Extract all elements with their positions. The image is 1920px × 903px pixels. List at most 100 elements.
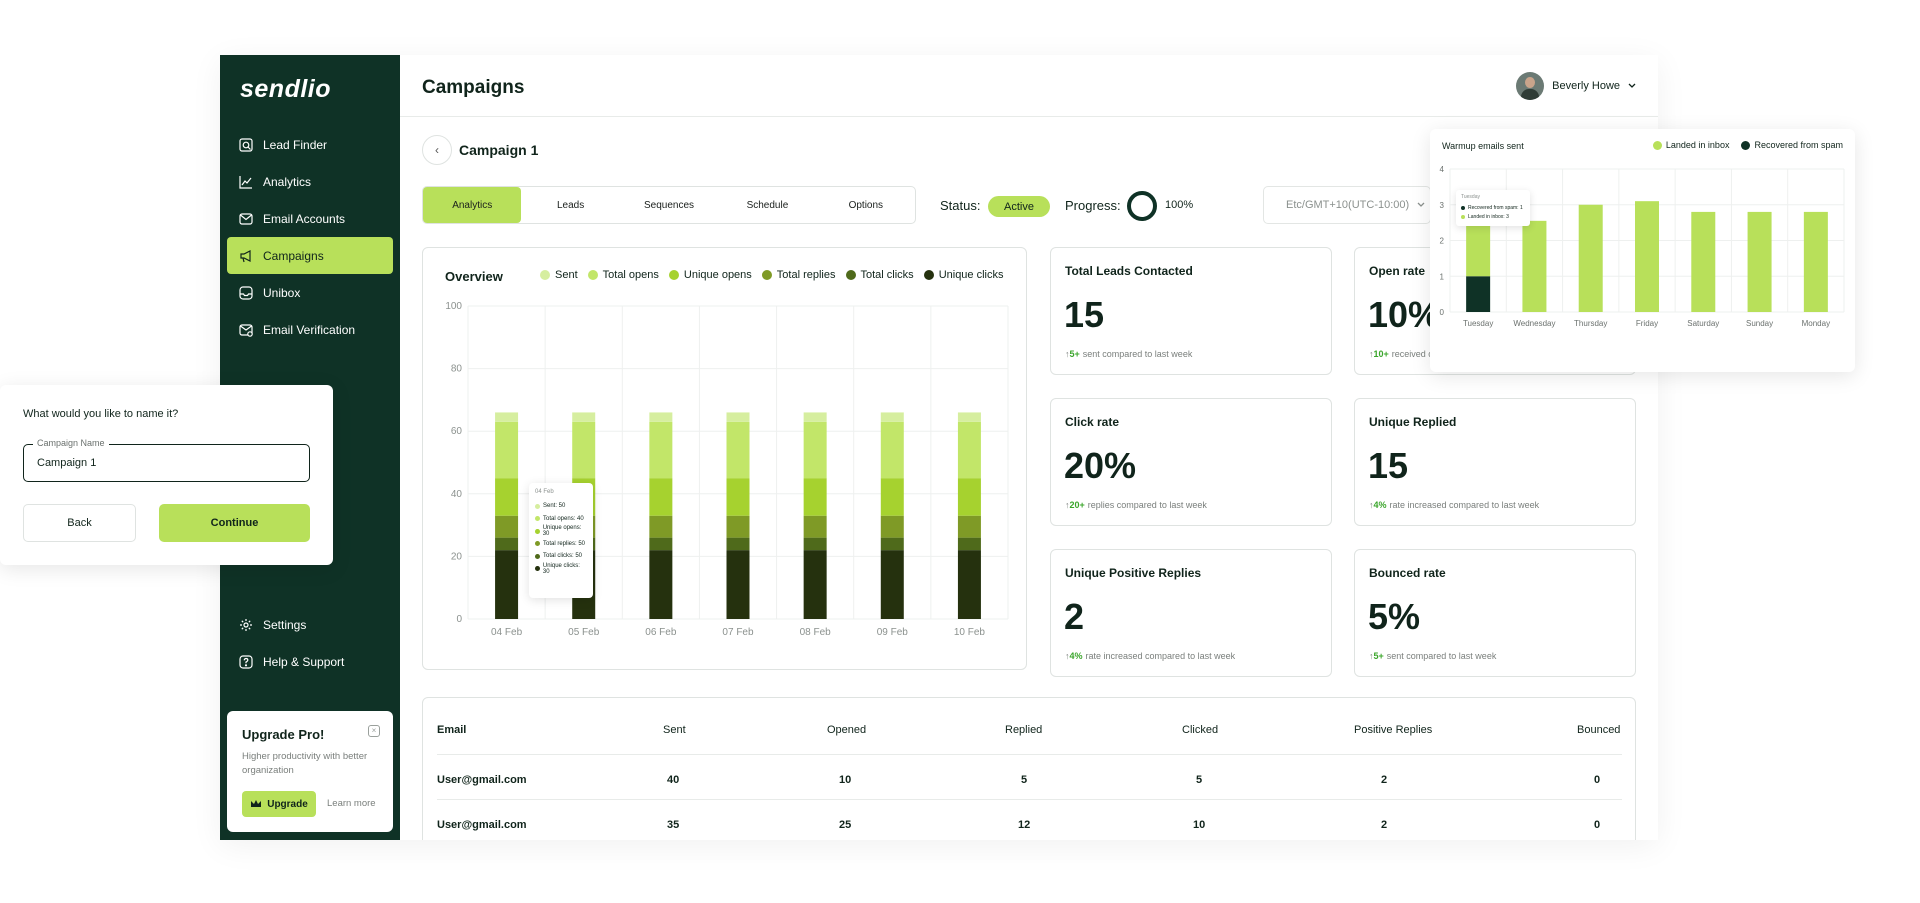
- tab-schedule[interactable]: Schedule: [746, 199, 789, 211]
- bar-segment-sent: [649, 412, 673, 422]
- help-icon: [239, 654, 253, 669]
- tab-sequences[interactable]: Sequences: [643, 199, 695, 211]
- sidebar-item-campaigns[interactable]: Campaigns: [227, 237, 393, 274]
- app-window: sendlio Lead Finder Analytics Email Acco…: [220, 55, 1658, 840]
- overview-card: Overview Sent Total opens Unique opens Tota…: [422, 247, 1027, 670]
- chart-legend: Sent Total opens Unique opens Total replies…: [540, 269, 1004, 281]
- sidebar-item-lead-finder[interactable]: Lead Finder: [227, 126, 393, 163]
- campaign-name-input[interactable]: Campaign 1: [23, 444, 310, 482]
- stat-card-total-leads: Total Leads Contacted 15 ↑5+ sent compare…: [1050, 247, 1332, 375]
- sidebar-item-help[interactable]: Help & Support: [227, 643, 393, 680]
- x-tick-label: 10 Feb: [954, 627, 986, 638]
- legend-item-total-opens: Total opens: [587, 269, 659, 281]
- bar-segment-total-replies: [726, 515, 750, 538]
- tooltip-row-text: Unique clicks: 30: [542, 562, 580, 575]
- sidebar-item-settings[interactable]: Settings: [227, 606, 393, 643]
- page-title: Campaigns: [422, 77, 525, 98]
- stat-delta: 4%: [1069, 651, 1083, 661]
- tab-analytics[interactable]: Analytics: [423, 187, 522, 223]
- progress-value: 100%: [1165, 199, 1194, 211]
- table-cell-opened: 25: [839, 819, 852, 831]
- legend-label: Unique clicks: [938, 269, 1004, 281]
- y-tick-label: 4: [1440, 165, 1445, 174]
- chevron-down-icon: [1417, 202, 1425, 207]
- campaign-name-value: Campaign 1: [37, 457, 97, 469]
- bar-segment-total-opens: [803, 421, 827, 479]
- back-button[interactable]: Back: [23, 504, 136, 542]
- timezone-select[interactable]: Etc/GMT+10(UTC-10:00): [1263, 186, 1431, 224]
- x-tick-label: Saturday: [1687, 319, 1719, 328]
- x-tick-label: 04 Feb: [491, 627, 523, 638]
- tooltip-row-text: Total opens: 40: [543, 515, 584, 522]
- sidebar-item-unibox[interactable]: Unibox: [227, 274, 393, 311]
- tab-options[interactable]: Options: [848, 199, 884, 211]
- stat-comparison: ↑5+ sent compared to last week: [1065, 349, 1193, 359]
- tooltip-row: Recovered from spam: 1: [1461, 203, 1525, 212]
- bar-segment-total-clicks: [495, 537, 519, 551]
- y-tick-label: 40: [451, 489, 463, 500]
- legend-label: Unique opens: [683, 269, 752, 281]
- x-tick-label: Thursday: [1574, 319, 1607, 328]
- upgrade-button[interactable]: Upgrade: [242, 791, 316, 817]
- bar-segment-total-opens: [495, 421, 519, 479]
- bar-segment-unique-clicks: [726, 550, 750, 619]
- back-button[interactable]: ‹: [422, 135, 452, 165]
- learn-more-link[interactable]: Learn more: [327, 798, 376, 809]
- close-icon[interactable]: ×: [368, 725, 380, 737]
- bar-segment-total-replies: [957, 515, 981, 538]
- stat-value: 10%: [1368, 294, 1441, 335]
- bar-segment-unique-clicks: [880, 550, 904, 619]
- table-divider: [437, 799, 1622, 800]
- warmup-chart: 0 1 2 3 4 Tuesday Wednesday Thursday Friday Satur…: [1440, 165, 1845, 328]
- upgrade-button-label: Upgrade: [267, 798, 308, 810]
- x-tick-label: 09 Feb: [877, 627, 909, 638]
- sidebar-item-label: Campaigns: [263, 248, 324, 263]
- legend-item-total-clicks: Total clicks: [845, 269, 914, 281]
- legend-label: Total replies: [776, 269, 836, 281]
- upgrade-description: Higher productivity with better organiza…: [242, 751, 368, 776]
- chart-tooltip: 04 Feb Sent: 50 Total opens: 40 Unique o…: [529, 483, 593, 598]
- legend-swatch: [923, 270, 934, 280]
- sidebar-item-label: Help & Support: [263, 654, 345, 669]
- stat-delta: 4%: [1373, 500, 1387, 510]
- header-divider: [400, 116, 1658, 117]
- sidebar-item-email-verification[interactable]: Email Verification: [227, 311, 393, 348]
- bar-segment-total-replies: [649, 515, 673, 538]
- sidebar-item-email-accounts[interactable]: Email Accounts: [227, 200, 393, 237]
- continue-button[interactable]: Continue: [159, 504, 310, 542]
- bar-segment-total-clicks: [726, 537, 750, 551]
- table-cell-replied: 12: [1018, 819, 1031, 831]
- user-menu[interactable]: Beverly Howe: [1516, 72, 1636, 100]
- table-cell-email: User@gmail.com: [437, 819, 527, 831]
- chevron-left-icon: ‹: [435, 143, 439, 157]
- stat-delta: 5+: [1069, 349, 1080, 359]
- y-tick-label: 60: [451, 426, 463, 437]
- upgrade-title: Upgrade Pro!: [242, 727, 325, 742]
- y-tick-label: 3: [1440, 201, 1445, 210]
- bar-segment-unique-clicks: [957, 550, 981, 619]
- warmup-tooltip: Tuesday Recovered from spam: 1 Landed in…: [1456, 190, 1530, 226]
- stat-value: 20%: [1064, 445, 1137, 486]
- bar-segment-sent: [495, 412, 519, 422]
- table-cell-positive-replies: 2: [1381, 774, 1388, 786]
- tooltip-row-text: Total clicks: 50: [543, 553, 583, 560]
- tab-leads[interactable]: Leads: [556, 199, 585, 211]
- tooltip-date: 04 Feb: [535, 489, 554, 495]
- bar-segment-landed-in-inbox: [1578, 204, 1603, 312]
- sidebar-item-analytics[interactable]: Analytics: [227, 163, 393, 200]
- y-tick-label: 1: [1440, 272, 1445, 281]
- legend-swatch: [587, 270, 598, 280]
- bar-segment-landed-in-inbox: [1691, 211, 1716, 312]
- table-cell-sent: 40: [667, 774, 680, 786]
- tooltip-row: Unique clicks: 30: [535, 563, 587, 576]
- megaphone-icon: [239, 249, 253, 263]
- upgrade-card: Upgrade Pro! × Higher productivity with …: [227, 711, 393, 832]
- sidebar-item-label: Analytics: [263, 174, 312, 189]
- tooltip-row-text: Total replies: 50: [543, 540, 586, 547]
- search-icon: [239, 137, 253, 152]
- bar-segment-total-opens: [726, 421, 750, 479]
- bar-segment-total-opens: [957, 421, 981, 479]
- sidebar-item-label: Email Accounts: [263, 211, 346, 226]
- stat-note: rate increased compared to last week: [1085, 651, 1236, 661]
